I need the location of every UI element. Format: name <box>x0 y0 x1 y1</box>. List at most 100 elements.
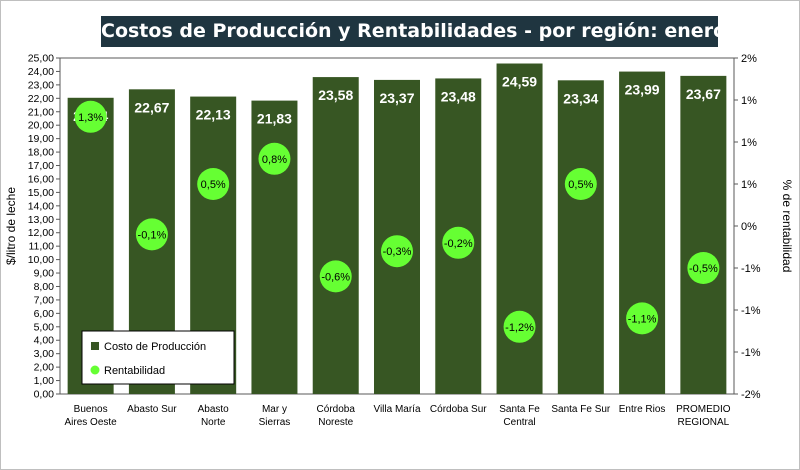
marker-value-label: -0,6% <box>321 271 350 283</box>
y-tick-label: 18,00 <box>28 147 54 159</box>
x-category-label: Córdoba <box>317 404 356 415</box>
bar-value-label: 21,83 <box>257 111 292 127</box>
y-tick-label: 7,00 <box>34 294 55 306</box>
y2-axis-title: % de rentabilidad <box>780 180 794 273</box>
y2-tick-label: 1% <box>741 137 757 149</box>
x-category-label: Villa María <box>373 404 420 415</box>
marker-value-label: 0,5% <box>568 179 593 191</box>
bar-value-label: 24,59 <box>502 74 537 90</box>
x-category-label: REGIONAL <box>678 417 730 428</box>
x-category-label: PROMEDIO <box>676 404 731 415</box>
x-category-label: Mar y <box>262 404 287 415</box>
y-tick-label: 6,00 <box>34 308 55 320</box>
y-tick-label: 22,00 <box>28 93 54 105</box>
x-category-label: Abasto <box>198 404 230 415</box>
rentabilidad-marker <box>442 226 475 259</box>
marker-value-label: 1,3% <box>78 112 103 124</box>
rentabilidad-marker <box>135 218 168 251</box>
rentabilidad-marker <box>381 235 413 268</box>
x-category-label: Sierras <box>259 417 291 428</box>
marker-value-label: -0,5% <box>689 263 718 275</box>
y2-tick-label: 1% <box>741 179 757 191</box>
bar-value-label: 22,13 <box>196 107 231 123</box>
y2-tick-label: -1% <box>741 347 761 359</box>
marker-value-label: -0,1% <box>138 229 167 241</box>
x-category-label: Entre Rios <box>619 404 666 415</box>
chart-title: Costos de Producción y Rentabilidades - … <box>101 16 760 47</box>
bar-value-label: 23,37 <box>379 90 414 106</box>
y-tick-label: 20,00 <box>28 120 54 132</box>
bar <box>496 63 543 394</box>
bar-value-label: 23,99 <box>625 82 660 98</box>
bar-value-label: 22,67 <box>134 99 169 115</box>
marker-value-label: -0,3% <box>383 246 412 258</box>
marker-value-label: 0,5% <box>201 179 226 191</box>
y2-tick-label: -1% <box>741 305 761 317</box>
y-tick-label: 0,00 <box>34 389 55 401</box>
rentabilidad-marker <box>319 260 352 293</box>
y-tick-label: 2,00 <box>34 362 55 374</box>
y-tick-label: 8,00 <box>34 281 55 293</box>
y-tick-label: 14,00 <box>28 200 54 212</box>
y-tick-label: 16,00 <box>28 173 54 185</box>
y-tick-label: 23,00 <box>28 79 54 91</box>
y2-tick-label: 0% <box>741 221 757 233</box>
rentabilidad-marker <box>564 168 597 200</box>
x-category-label: Aires Oeste <box>65 417 118 428</box>
marker-value-label: -0,2% <box>444 238 473 250</box>
legend-label-bar: Costo de Producción <box>104 341 206 353</box>
y-tick-label: 3,00 <box>34 348 55 360</box>
y-tick-label: 21,00 <box>28 106 54 118</box>
x-category-label: Central <box>503 417 535 428</box>
x-category-label: Córdoba Sur <box>430 404 487 415</box>
y2-tick-label: -1% <box>741 263 761 275</box>
rentabilidad-marker <box>74 100 107 133</box>
bar <box>557 80 604 395</box>
bar <box>680 75 727 395</box>
bar-value-label: 23,67 <box>686 86 721 102</box>
bar <box>619 71 666 394</box>
y-tick-label: 19,00 <box>28 133 54 145</box>
y-axis-left: 0,00 1,002,00 3,004,00 5,006,00 7,008,009,00… <box>4 53 60 401</box>
bar <box>312 77 359 394</box>
marker-value-label: -1,2% <box>505 322 534 334</box>
x-category-label: Norte <box>201 417 226 428</box>
y2-tick-label: -2% <box>741 389 761 401</box>
markers-series: 1,3% -0,1% 0,5% 0,8% -0,6% -0,3% -0,2% -1,2% 0,5… <box>74 100 720 343</box>
y-tick-label: 15,00 <box>28 187 54 199</box>
legend-label-marker: Rentabilidad <box>104 365 165 377</box>
y-tick-label: 4,00 <box>34 335 55 347</box>
y-axis-title: $/litro de leche <box>4 187 18 265</box>
x-axis-labels: Buenos Aires Oeste Abasto Sur Abasto Norte Ma… <box>65 404 731 428</box>
bar-value-label: 23,34 <box>563 90 598 106</box>
rentabilidad-marker <box>197 168 230 200</box>
y-tick-label: 9,00 <box>34 268 55 280</box>
legend: Costo de Producción Rentabilidad <box>81 330 235 385</box>
legend-box <box>81 330 235 385</box>
y-tick-label: 24,00 <box>28 66 54 78</box>
marker-value-label: 0,8% <box>262 154 287 166</box>
bar-value-label: 23,48 <box>441 88 476 104</box>
y2-tick-label: 2% <box>741 53 757 65</box>
y2-tick-label: 1% <box>741 95 757 107</box>
y-axis-right: 2% 1% 1% 1% 0% -1% -1% -1% -2% % de rentabilidad <box>734 53 794 401</box>
bars-series: 22,0422,6722,1321,8323,5823,3723,4824,59… <box>67 63 727 395</box>
y-tick-label: 11,00 <box>29 241 55 253</box>
marker-value-label: -1,1% <box>628 313 657 325</box>
rentabilidad-marker <box>626 302 659 335</box>
x-category-label: Buenos <box>74 404 108 415</box>
x-category-label: Santa Fe <box>499 404 540 415</box>
y-tick-label: 12,00 <box>28 227 54 239</box>
legend-swatch-bar <box>91 342 99 350</box>
y-tick-label: 25,00 <box>28 53 54 65</box>
y-tick-label: 10,00 <box>28 254 54 266</box>
x-category-label: Noreste <box>318 417 353 428</box>
x-category-label: Abasto Sur <box>127 404 177 415</box>
y-tick-label: 5,00 <box>34 321 55 333</box>
rentabilidad-marker <box>258 142 291 175</box>
bar-value-label: 23,58 <box>318 87 353 103</box>
legend-swatch-marker <box>90 365 100 375</box>
y-tick-label: 1,00 <box>34 375 55 387</box>
y-tick-label: 13,00 <box>28 214 54 226</box>
